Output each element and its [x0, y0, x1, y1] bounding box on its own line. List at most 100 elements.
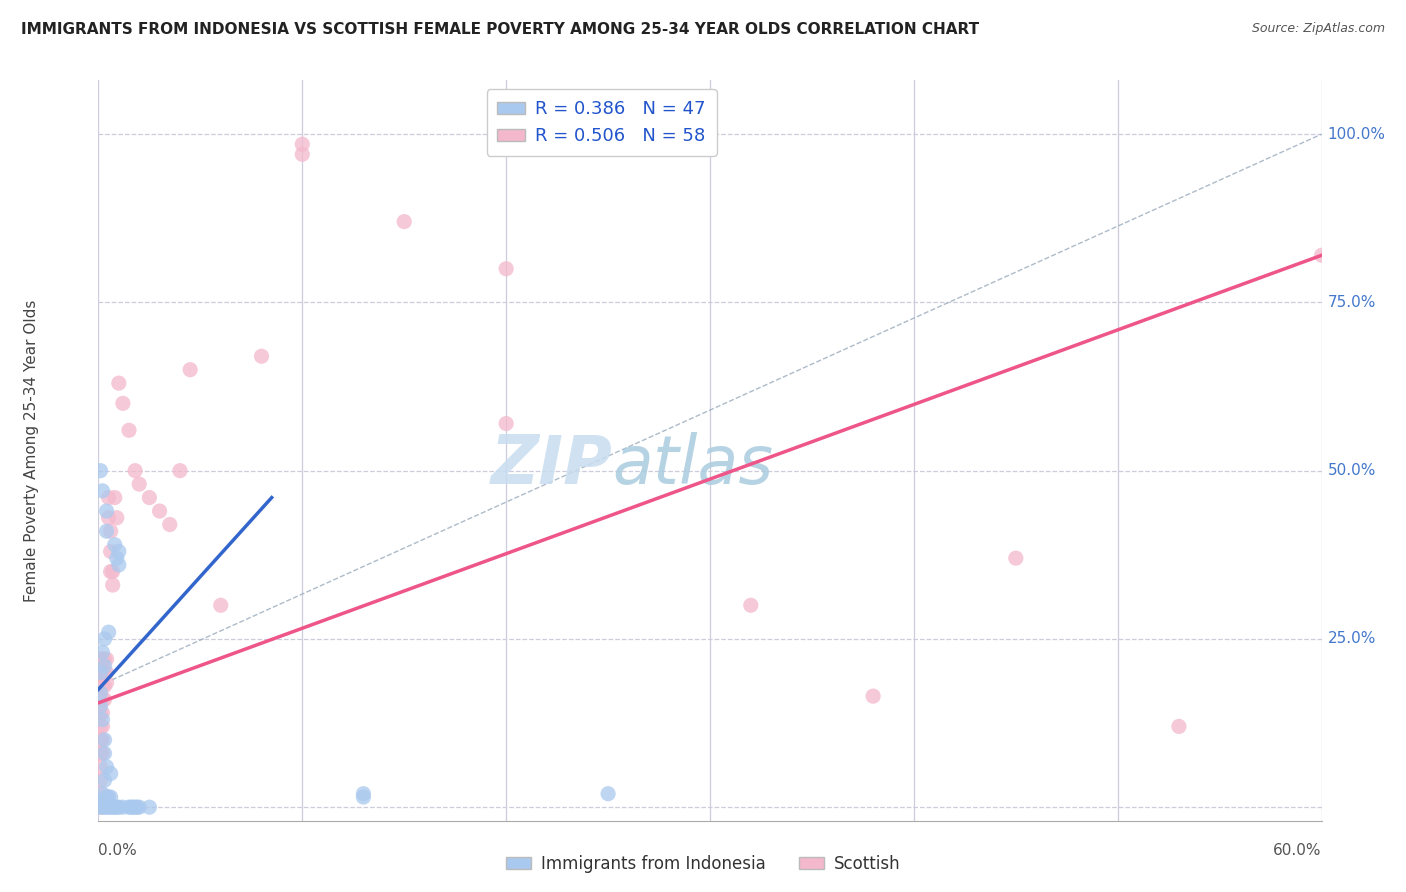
Point [96, 760, 118, 774]
Point [96, 652, 118, 666]
Point [89, 719, 111, 733]
Point [89, 692, 111, 706]
Point [111, 800, 134, 814]
Point [291, 137, 314, 152]
Point [100, 800, 122, 814]
Point [1167, 719, 1189, 733]
Point [91, 713, 114, 727]
Point [91, 800, 114, 814]
Text: 0.0%: 0.0% [98, 843, 138, 858]
Point [291, 147, 314, 161]
Point [495, 261, 517, 276]
Point [96, 800, 118, 814]
Text: Source: ZipAtlas.com: Source: ZipAtlas.com [1251, 22, 1385, 36]
Point [108, 800, 131, 814]
Point [128, 800, 150, 814]
Point [105, 510, 128, 524]
Point [93, 800, 115, 814]
Point [97, 510, 120, 524]
Point [93, 632, 115, 646]
Point [138, 491, 160, 505]
Point [118, 423, 141, 437]
Text: 60.0%: 60.0% [1274, 843, 1322, 858]
Point [101, 565, 124, 579]
Legend: R = 0.386   N = 47, R = 0.506   N = 58: R = 0.386 N = 47, R = 0.506 N = 58 [486, 89, 717, 156]
Text: atlas: atlas [612, 433, 773, 499]
Text: 25.0%: 25.0% [1327, 632, 1376, 647]
Point [100, 565, 122, 579]
Point [91, 652, 114, 666]
Point [97, 800, 120, 814]
Point [89, 686, 111, 700]
Point [89, 652, 111, 666]
Point [111, 396, 134, 410]
Point [91, 747, 114, 761]
Text: 75.0%: 75.0% [1327, 295, 1376, 310]
Point [108, 376, 131, 391]
Point [740, 599, 762, 613]
Point [89, 787, 111, 801]
Point [96, 524, 118, 539]
Point [93, 747, 115, 761]
Text: 100.0%: 100.0% [1327, 127, 1386, 142]
Point [105, 551, 128, 566]
Point [93, 773, 115, 788]
Point [89, 732, 111, 747]
Point [209, 599, 232, 613]
Point [89, 706, 111, 720]
Point [120, 800, 142, 814]
Point [93, 679, 115, 693]
Point [89, 699, 111, 714]
Point [96, 675, 118, 690]
Point [127, 800, 149, 814]
Point [100, 766, 122, 780]
Point [91, 645, 114, 659]
Point [97, 790, 120, 805]
Point [91, 732, 114, 747]
Point [93, 692, 115, 706]
Point [108, 558, 131, 572]
Point [89, 773, 111, 788]
Text: IMMIGRANTS FROM INDONESIA VS SCOTTISH FEMALE POVERTY AMONG 25-34 YEAR OLDS CORRE: IMMIGRANTS FROM INDONESIA VS SCOTTISH FE… [21, 22, 979, 37]
Point [91, 706, 114, 720]
Point [97, 491, 120, 505]
Point [124, 464, 146, 478]
Point [118, 800, 141, 814]
Point [104, 491, 127, 505]
Point [96, 665, 118, 680]
Point [598, 787, 620, 801]
Point [93, 665, 115, 680]
Point [101, 800, 124, 814]
Text: 50.0%: 50.0% [1327, 463, 1376, 478]
Point [91, 719, 114, 733]
Point [91, 692, 114, 706]
Point [149, 504, 172, 518]
Point [93, 652, 115, 666]
Point [1004, 551, 1026, 566]
Text: Female Poverty Among 25-34 Year Olds: Female Poverty Among 25-34 Year Olds [24, 300, 38, 601]
Point [250, 349, 273, 363]
Point [91, 679, 114, 693]
Point [124, 800, 146, 814]
Point [169, 464, 191, 478]
Point [100, 544, 122, 558]
Point [89, 793, 111, 807]
Point [105, 800, 128, 814]
Point [89, 665, 111, 680]
Point [89, 464, 111, 478]
Point [100, 790, 122, 805]
Legend: Immigrants from Indonesia, Scottish: Immigrants from Indonesia, Scottish [499, 848, 907, 880]
Point [159, 517, 181, 532]
Point [93, 658, 115, 673]
Point [89, 679, 111, 693]
Point [104, 538, 127, 552]
Point [101, 578, 124, 592]
Point [1310, 248, 1333, 262]
Text: ZIP: ZIP [491, 433, 612, 499]
Point [352, 790, 374, 805]
Point [91, 787, 114, 801]
Point [93, 732, 115, 747]
Point [96, 504, 118, 518]
Point [97, 625, 120, 640]
Point [89, 665, 111, 680]
